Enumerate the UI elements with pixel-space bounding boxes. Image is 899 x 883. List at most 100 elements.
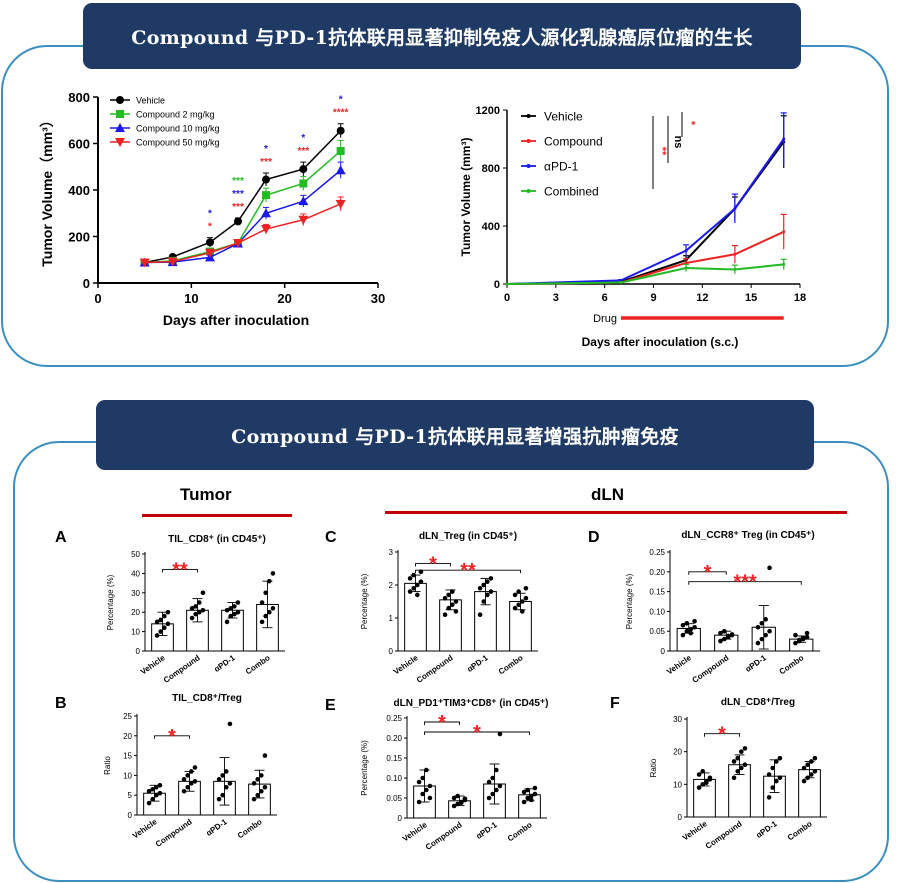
data-point [707,777,713,782]
y-tick-label: 0.05 [649,627,665,636]
x-tick-label: Combo [506,820,534,843]
data-point [804,630,810,636]
legend-label: Compound 50 mg/kg [136,138,220,148]
data-point [298,196,309,206]
data-point [418,579,424,584]
data-point [619,278,623,282]
data-point [261,225,271,235]
bottom-banner-title: Compound 与PD-1抗体联用显著增强抗肿瘤免疫 [231,425,679,448]
data-point [733,207,737,211]
x-tick-label: Compound [691,653,731,685]
data-point [424,767,429,773]
x-axis-label: Days after inoculation [163,312,309,328]
y-tick-label: 800 [482,163,500,175]
data-point [262,784,268,790]
x-tick-label: Vehicle [392,653,420,677]
legend-marker [116,110,124,118]
data-point [451,795,457,801]
significance-marker: * [301,133,305,144]
y-axis-label: Ratio [649,758,658,777]
data-point [735,755,740,761]
data-point [251,796,257,802]
data-point [488,589,494,594]
x-tick-label: 3 [553,292,559,304]
data-point [200,590,206,596]
data-point [251,781,257,786]
y-tick-label: 30 [131,589,140,598]
legend-label: Vehicle [544,110,583,124]
data-point [197,609,202,615]
data-point [729,632,735,637]
data-point [427,783,433,789]
y-tick-label: 0 [389,647,394,656]
legend-marker [115,138,125,147]
data-point [263,613,268,619]
data-point [158,629,163,634]
data-point [688,626,693,632]
data-point [696,785,702,790]
x-tick-label: αPD-1 [466,653,491,674]
data-point [220,792,225,798]
data-point [234,217,242,226]
data-point [733,252,737,256]
data-point [146,788,152,794]
data-point [684,261,688,265]
data-point [532,785,538,791]
x-tick-label: Combo [236,817,264,840]
data-point [459,800,464,806]
data-point [763,632,768,638]
significance-marker: * [473,722,481,744]
significance-bracket [704,733,740,737]
significance-marker: *** [232,189,244,200]
y-tick-label: 10 [673,780,682,789]
data-point [505,282,509,286]
data-point [420,775,425,781]
data-point [755,624,761,630]
data-point [731,759,737,764]
data-point [415,582,420,588]
significance-marker: * [168,726,176,748]
data-point [805,775,810,781]
y-tick-label: 0 [136,647,141,656]
data-point [259,788,264,794]
y-axis-label: Ratio [103,756,112,775]
x-tick-label: 0 [504,292,510,304]
significance-marker: ** [172,560,188,582]
legend-marker [526,114,531,118]
data-point [181,777,187,782]
data-point [766,772,772,777]
y-tick-label: 0.05 [386,794,402,803]
data-point [205,248,215,258]
data-point [416,779,422,785]
data-point [512,592,518,598]
y-tick-label: 400 [68,183,90,198]
x-tick-label: Vehicle [131,817,159,841]
data-point [224,769,229,774]
x-tick-label: 10 [184,291,198,306]
data-point [185,784,190,790]
data-point [259,600,265,605]
tumor-growth-chart-dose: 0 200 400 600 800 0 10 20 30 Days after inoculati… [39,90,385,328]
data-point [453,609,459,614]
significance-marker: ** [460,560,476,582]
legend-marker [526,189,531,193]
data-point [521,789,527,795]
data-point [228,613,233,619]
y-tick-label: 0.10 [649,607,665,616]
chart-title: dLN_CD8⁺/Treg [721,697,795,708]
data-point [262,175,270,184]
x-tick-label: αPD-1 [755,819,780,840]
x-tick-label: 0 [94,291,101,306]
data-point [520,599,525,604]
data-point [777,755,783,761]
y-tick-label: 1200 [476,105,500,117]
data-point [420,791,425,797]
legend-label: Vehicle [136,96,165,106]
data-point [154,619,160,625]
bar-chart-B: B TIL_CD8⁺/Treg 0 5 10 15 20 25 Ratio VehicleComp… [55,693,277,849]
tumor-growth-chart-combo: 0 400 800 1200 0 3 6 9 12 15 18 Days after inoculat… [459,105,806,349]
data-point [227,781,233,786]
data-point [228,606,233,611]
